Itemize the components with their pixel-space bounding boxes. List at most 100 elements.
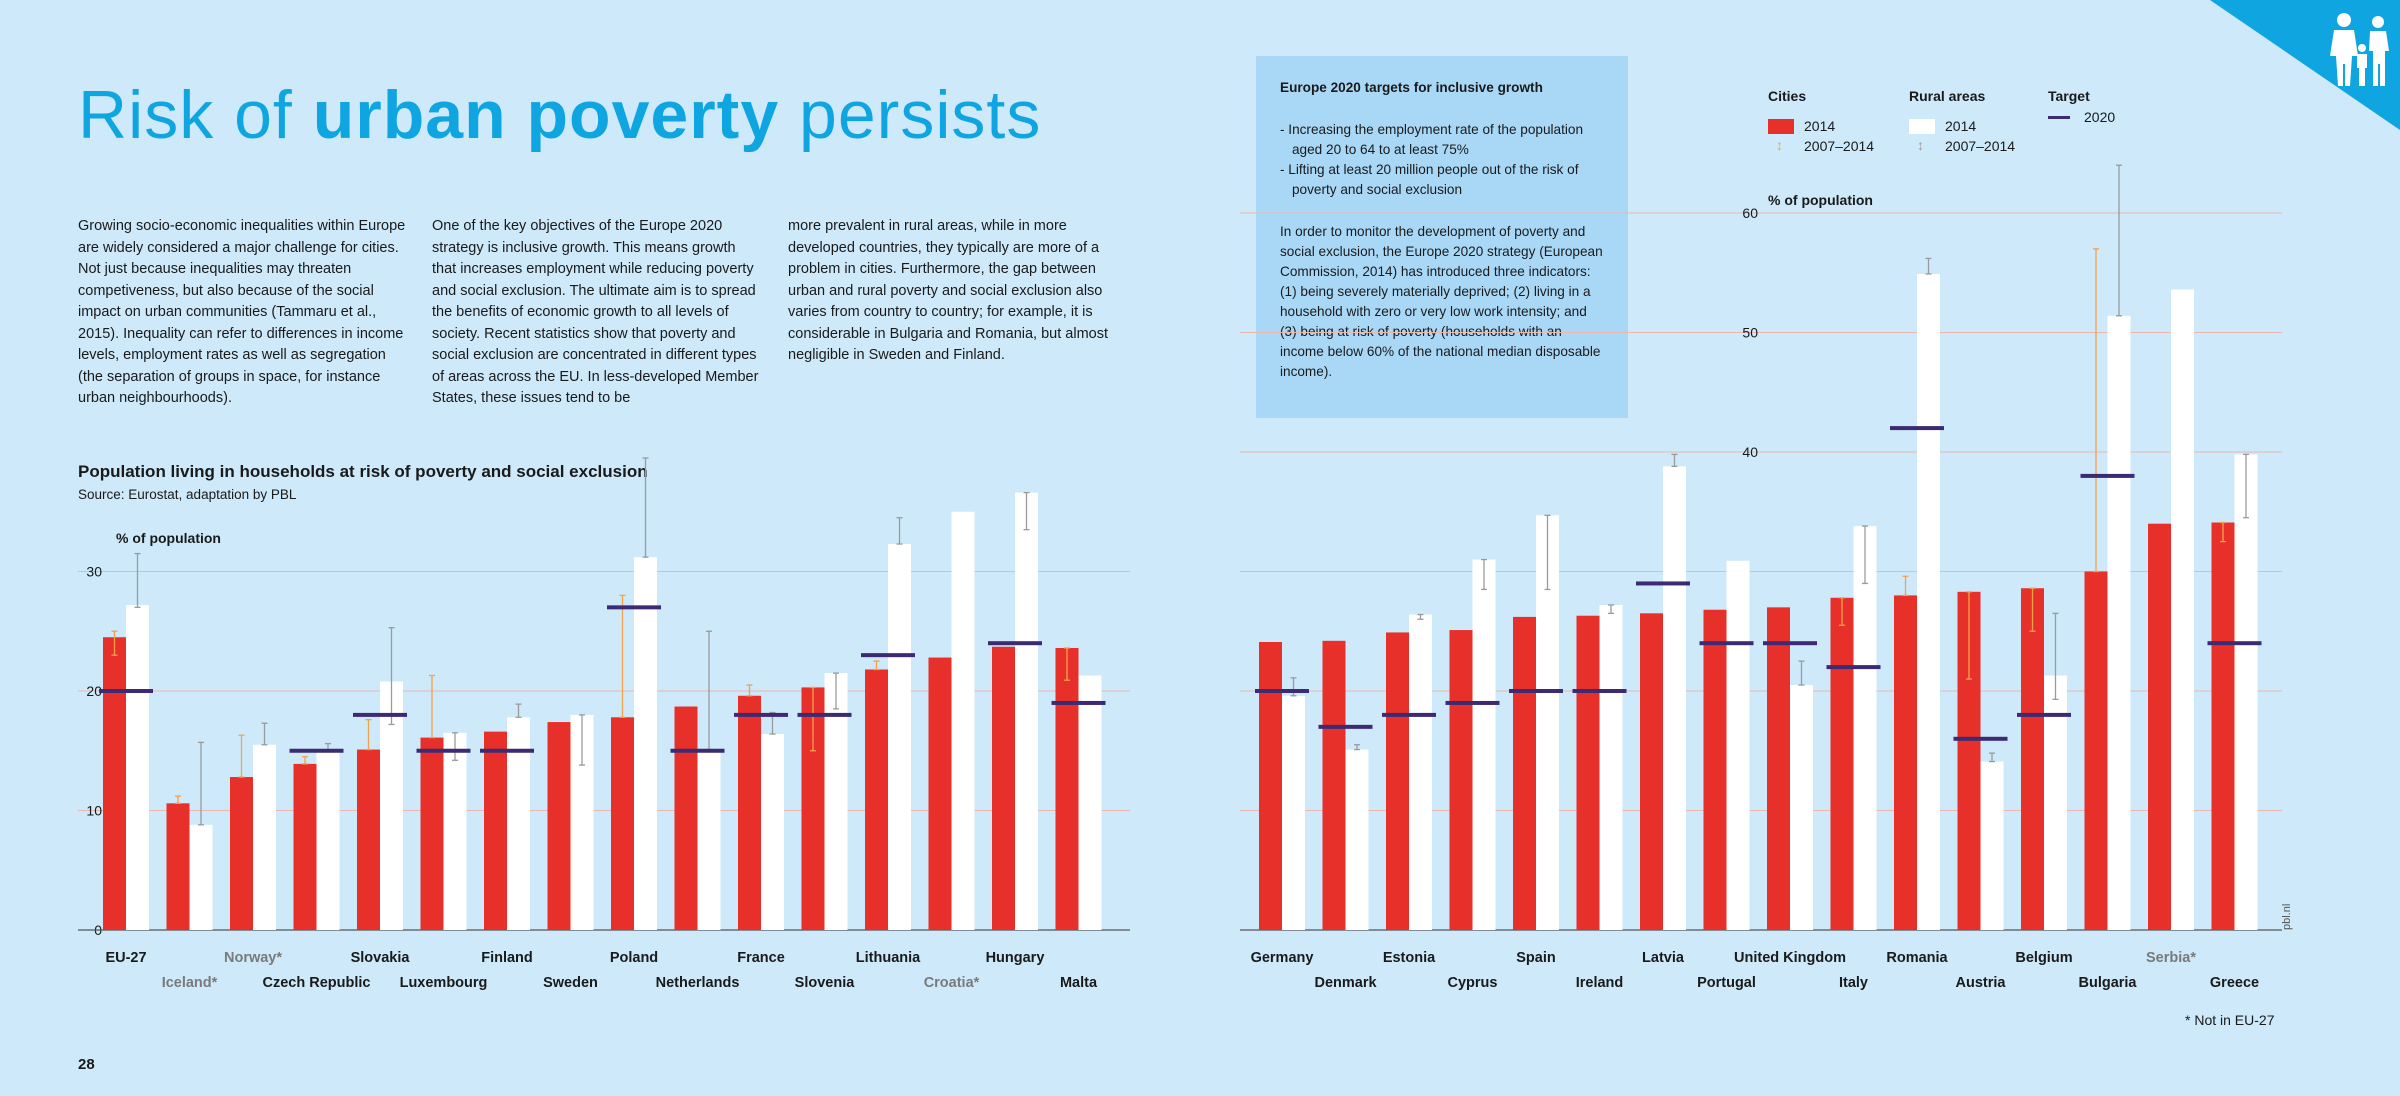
target-marker: [1051, 700, 1106, 705]
category-label: Spain: [1516, 950, 1555, 966]
category-label: Estonia: [1383, 950, 1436, 966]
city-bar: [484, 731, 507, 930]
page-title: Risk of urban poverty persists: [78, 77, 1042, 153]
category-label: Hungary: [986, 950, 1045, 966]
rural-bar: [380, 681, 403, 930]
target-marker: [1636, 581, 1690, 586]
target-marker: [734, 712, 788, 717]
city-bar: [1767, 607, 1790, 930]
rural-bar: [2044, 675, 2067, 930]
city-bar: [166, 803, 190, 930]
city-bar: [1703, 609, 1727, 930]
rural-bar: [2171, 289, 2194, 931]
target-marker: [353, 712, 407, 717]
target-marker: [1699, 641, 1754, 646]
chart-legend: Cities Rural areas Target 2014 ↕ 2007–20…: [1768, 88, 2188, 178]
legend-rural-heading: Rural areas: [1909, 88, 1986, 104]
rural-bar: [570, 714, 594, 930]
rural-bar: [507, 717, 530, 930]
category-label: EU-27: [105, 950, 146, 966]
category-label: Iceland*: [162, 975, 218, 991]
category-label: Denmark: [1314, 975, 1377, 991]
rural-bar: [634, 557, 657, 930]
city-bar: [2211, 522, 2235, 930]
rural-bar: [1663, 466, 1686, 930]
category-label: Cyprus: [1448, 975, 1498, 991]
rural-bar: [697, 749, 721, 930]
rural-bar: [1980, 761, 2004, 930]
target-marker: [289, 748, 344, 753]
rural-bar: [1599, 604, 1623, 930]
category-label: Lithuania: [856, 950, 921, 966]
infobox-item: - Increasing the employment rate of the …: [1280, 122, 1584, 157]
legend-cities-2014: 2014: [1804, 118, 1836, 134]
category-label: Ireland: [1576, 975, 1624, 991]
legend-target-2020: 2020: [2084, 109, 2116, 125]
rural-bar: [951, 511, 975, 930]
rural-bar: [253, 744, 276, 930]
city-bar: [1055, 647, 1079, 930]
target-marker: [1890, 426, 1944, 431]
city-bar: [1449, 630, 1473, 930]
category-label: Poland: [610, 950, 658, 966]
target-marker: [607, 605, 661, 610]
city-bar: [1640, 613, 1663, 930]
category-label: Slovakia: [351, 950, 411, 966]
legend-rural-range-icon: ↕: [1917, 137, 1924, 153]
page-number: 28: [78, 1056, 95, 1073]
rural-bar: [1790, 685, 1813, 930]
target-marker: [797, 712, 852, 717]
rural-bar: [126, 604, 149, 930]
city-bar: [1322, 640, 1346, 930]
target-marker: [1255, 689, 1309, 693]
category-label: Austria: [1956, 975, 2007, 991]
city-bar: [738, 695, 761, 930]
target-marker: [2207, 641, 2262, 646]
city-bar: [1386, 632, 1409, 930]
target-marker: [1318, 724, 1373, 729]
target-marker: [1826, 665, 1881, 670]
city-bar: [1894, 595, 1917, 930]
category-label: Czech Republic: [263, 975, 371, 991]
rural-bar: [1409, 614, 1432, 930]
family-icon: [2210, 0, 2400, 130]
target-marker: [1445, 700, 1500, 705]
infobox-list: - Increasing the employment rate of the …: [1280, 120, 1604, 200]
legend-cities-swatch: [1768, 119, 1794, 134]
y-axis-label: % of population: [116, 530, 221, 546]
city-bar: [992, 646, 1015, 930]
rural-bar: [189, 824, 213, 930]
target-marker: [1572, 689, 1627, 693]
category-label: Sweden: [543, 975, 598, 991]
y-tick-label: 20: [86, 683, 102, 699]
targets-infobox: Europe 2020 targets for inclusive growth…: [1256, 56, 1628, 418]
rural-bar: [443, 732, 467, 930]
chart-source: Source: Eurostat, adaptation by PBL: [78, 487, 297, 502]
rural-bar: [1917, 273, 1940, 930]
rural-bar: [316, 750, 340, 930]
city-bar: [1513, 616, 1536, 930]
category-label: Luxembourg: [400, 975, 488, 991]
city-bar: [2148, 523, 2171, 930]
footnote: * Not in EU-27: [2185, 1012, 2275, 1028]
target-marker: [1382, 712, 1436, 717]
category-label: Germany: [1251, 950, 1314, 966]
category-label: France: [737, 950, 785, 966]
credit-label: pbl.nl: [2281, 904, 2293, 930]
rural-bar: [1853, 526, 1877, 930]
legend-rural-swatch: [1909, 119, 1935, 134]
city-bar: [1259, 642, 1282, 930]
rural-bar: [761, 734, 784, 930]
y-tick-label: 40: [1742, 444, 1758, 460]
category-label: Malta: [1060, 975, 1098, 991]
target-marker: [416, 748, 471, 753]
y-tick-label: 60: [1742, 205, 1758, 221]
body-text-column-3: more prevalent in rural areas, while in …: [788, 218, 1108, 363]
chart-title: Population living in households at risk …: [78, 462, 648, 481]
category-label: Netherlands: [656, 975, 740, 991]
category-label: Latvia: [1642, 950, 1685, 966]
infobox-paragraph: In order to monitor the development of p…: [1280, 224, 1603, 379]
rural-bar: [1536, 515, 1559, 930]
city-bar: [611, 717, 634, 930]
